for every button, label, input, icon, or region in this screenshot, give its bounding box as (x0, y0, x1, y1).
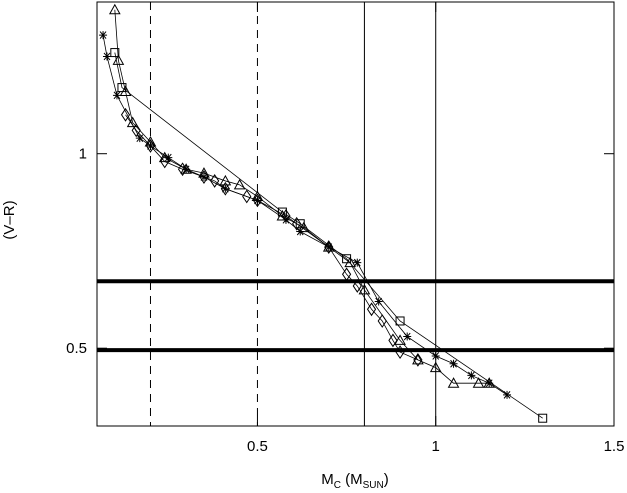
marker (180, 163, 192, 174)
marker (352, 279, 362, 293)
marker (485, 379, 494, 388)
marker (242, 189, 252, 204)
marker (131, 123, 141, 138)
series-line (114, 9, 490, 384)
x-tick-label: 1 (432, 438, 440, 455)
marker (449, 359, 458, 368)
marker (341, 267, 352, 282)
series-line (125, 114, 419, 361)
x-tick-label: 1.5 (604, 438, 625, 455)
marker (281, 209, 291, 223)
marker (112, 91, 121, 100)
marker (160, 154, 170, 169)
marker (277, 207, 287, 217)
marker (210, 174, 220, 188)
marker (412, 353, 424, 365)
series-line (114, 52, 543, 419)
marker (292, 216, 302, 231)
marker (483, 377, 496, 388)
marker (199, 170, 209, 184)
marker (429, 361, 442, 373)
marker (467, 371, 476, 380)
marker (353, 258, 362, 267)
marker (366, 302, 377, 317)
y-tick-label: 0.5 (66, 340, 87, 357)
marker (358, 283, 371, 295)
marker (324, 240, 334, 254)
marker (472, 377, 485, 388)
x-axis-label: MC (MSUN) (321, 471, 389, 491)
marker (503, 390, 512, 399)
marker (117, 83, 127, 93)
marker (108, 3, 121, 15)
marker (119, 85, 132, 96)
marker (112, 54, 125, 65)
marker (120, 107, 131, 122)
marker (377, 314, 387, 328)
marker (344, 256, 357, 268)
marker (413, 352, 423, 367)
marker (164, 153, 173, 162)
marker (135, 134, 144, 143)
marker (322, 241, 335, 252)
marker (102, 52, 111, 61)
marker (110, 48, 120, 58)
marker (538, 413, 548, 423)
marker (252, 193, 263, 208)
marker (431, 351, 440, 360)
y-tick-label: 1 (79, 146, 87, 163)
marker (395, 316, 405, 326)
marker (295, 219, 305, 229)
marker (219, 174, 232, 186)
marker (388, 333, 398, 348)
marker (447, 377, 460, 388)
plot-frame (96, 1, 615, 427)
y-axis-label: (V–R) (1, 200, 18, 239)
marker (233, 178, 246, 190)
marker (342, 254, 352, 264)
marker (374, 297, 383, 306)
marker (220, 181, 230, 196)
marker (403, 332, 412, 341)
series-line (102, 34, 508, 396)
marker (394, 334, 406, 345)
marker (177, 162, 188, 177)
marker (145, 139, 156, 153)
marker (395, 345, 405, 359)
x-tick-label: 0.5 (247, 438, 268, 455)
marker (99, 31, 108, 40)
